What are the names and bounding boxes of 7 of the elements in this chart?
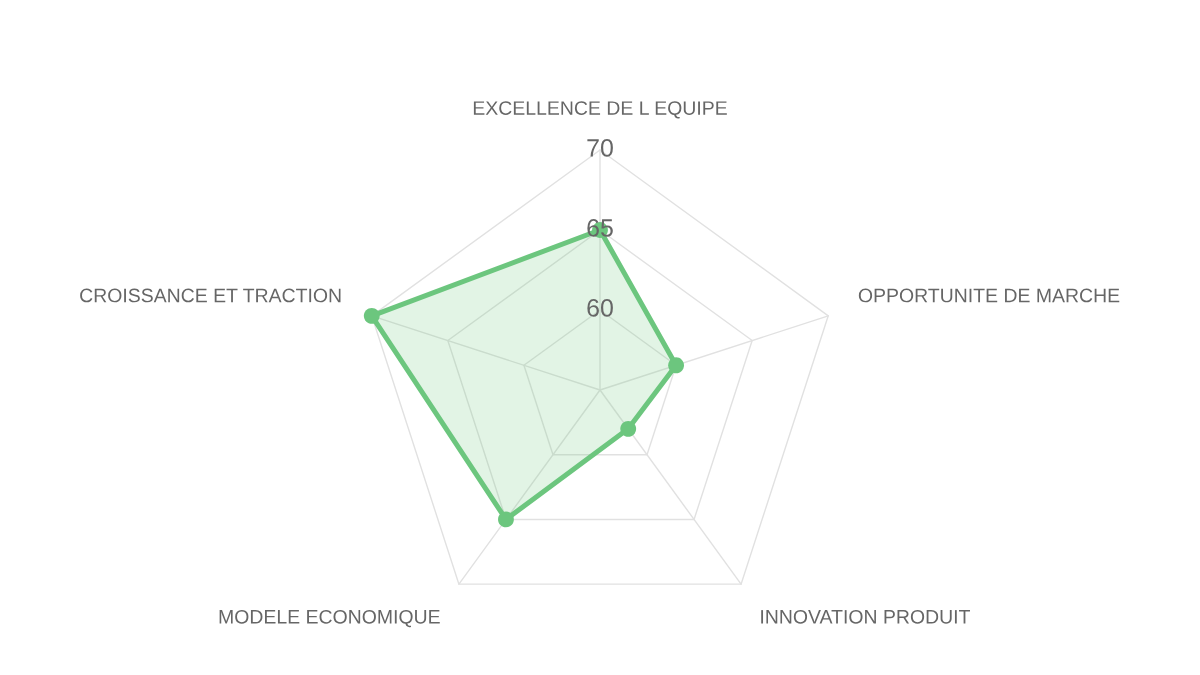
y-tick-label: 70 bbox=[587, 139, 613, 157]
spoke-label: CROISSANCE ET TRACTION bbox=[80, 288, 341, 303]
y-tick-label: 60 bbox=[587, 299, 613, 317]
spoke-label: OPPORTUNITE DE MARCHE bbox=[858, 288, 1120, 303]
spoke-label: MODELE ECONOMIQUE bbox=[219, 609, 440, 628]
spoke-label: EXCELLENCE DE L EQUIPE bbox=[473, 101, 727, 119]
spoke-label: INNOVATION PRODUIT bbox=[761, 609, 970, 624]
